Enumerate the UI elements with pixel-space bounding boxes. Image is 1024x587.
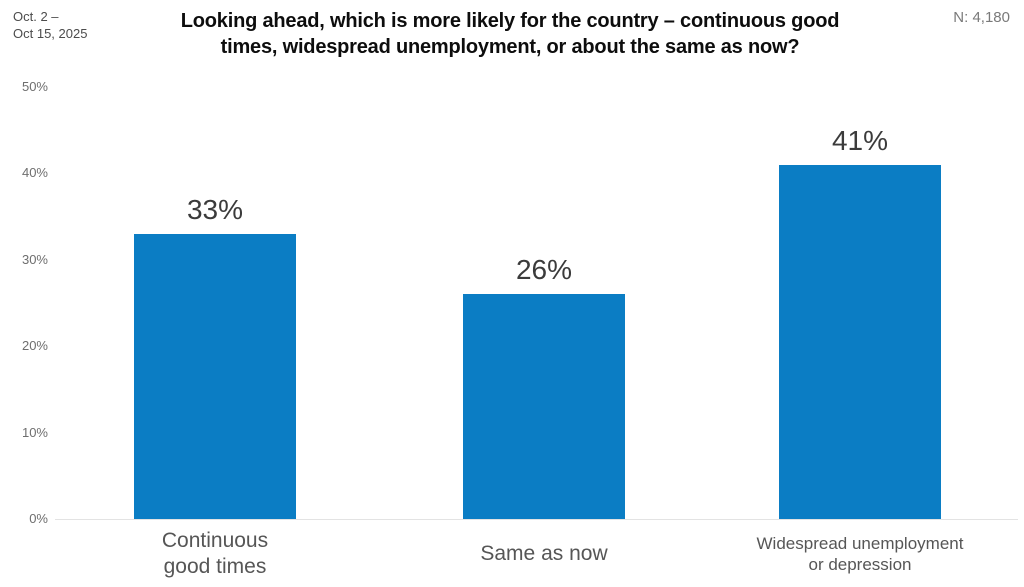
y-axis-tick-label: 10% (21, 424, 48, 440)
chart-title: Looking ahead, which is more likely for … (180, 10, 840, 59)
x-axis-category-label: Widespread unemployment or depression (756, 533, 964, 574)
y-axis-tick-label: 20% (21, 338, 48, 354)
x-axis-category-label: Continuous good times (161, 528, 269, 578)
bar (463, 294, 625, 519)
bar (779, 165, 941, 519)
bar (134, 234, 296, 519)
date-range-label: Oct. 2 – Oct 15, 2025 (13, 9, 88, 41)
y-axis-tick-label: 50% (21, 79, 48, 94)
y-axis-tick-label: 30% (21, 251, 48, 267)
bar-value-label: 41% (831, 125, 889, 156)
y-axis-tick-label: 40% (21, 165, 48, 181)
bar-value-label: 33% (186, 194, 244, 225)
x-axis-baseline (55, 519, 1018, 520)
bar-value-label: 26% (515, 254, 573, 285)
y-axis-tick-label: 0% (29, 511, 48, 526)
sample-size-label: N: 4,180 (953, 9, 1010, 26)
x-axis-category-label: Same as now (480, 541, 608, 565)
